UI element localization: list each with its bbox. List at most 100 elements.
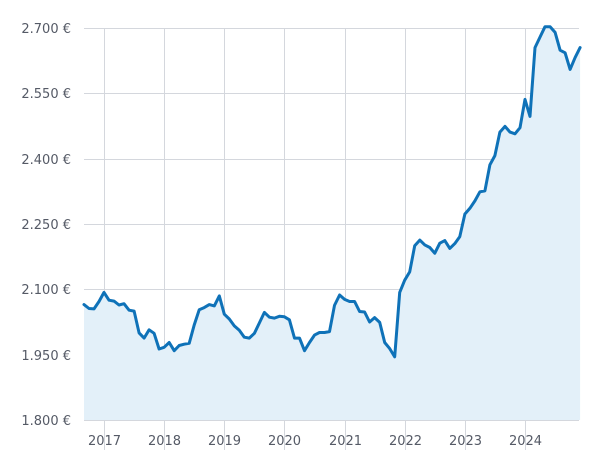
data-point bbox=[213, 304, 216, 307]
data-point bbox=[478, 190, 481, 193]
data-point bbox=[398, 291, 401, 294]
data-point bbox=[93, 307, 96, 310]
data-point bbox=[203, 306, 206, 309]
data-point bbox=[278, 315, 281, 318]
data-point bbox=[228, 318, 231, 321]
data-point bbox=[534, 46, 537, 49]
data-point bbox=[559, 49, 562, 52]
data-point bbox=[554, 31, 557, 34]
data-point bbox=[393, 355, 396, 358]
data-point bbox=[473, 199, 476, 202]
data-point bbox=[463, 213, 466, 216]
data-point bbox=[208, 303, 211, 306]
data-point bbox=[443, 239, 446, 242]
data-point bbox=[308, 341, 311, 344]
data-point bbox=[378, 321, 381, 324]
data-point bbox=[258, 321, 261, 324]
data-point bbox=[183, 343, 186, 346]
data-point bbox=[298, 337, 301, 340]
data-point bbox=[333, 304, 336, 307]
x-tick-label: 2020 bbox=[268, 434, 301, 449]
data-point bbox=[423, 243, 426, 246]
y-tick-label: 2.100 € bbox=[21, 283, 71, 298]
data-point bbox=[574, 56, 577, 59]
data-point bbox=[493, 154, 496, 157]
y-tick-label: 1.950 € bbox=[21, 349, 71, 364]
data-point bbox=[118, 304, 121, 307]
data-point bbox=[353, 300, 356, 303]
x-tick-label: 2023 bbox=[449, 434, 482, 449]
y-tick-label: 2.250 € bbox=[21, 218, 71, 233]
x-axis-labels: 2017 2018 2019 2020 2021 2022 2023 2024 bbox=[88, 434, 542, 449]
y-tick-label: 1.800 € bbox=[21, 414, 71, 429]
data-point bbox=[108, 299, 111, 302]
data-point bbox=[323, 331, 326, 334]
data-point bbox=[233, 324, 236, 327]
data-point bbox=[188, 342, 191, 345]
data-point bbox=[138, 331, 141, 334]
data-point bbox=[128, 309, 131, 312]
data-point bbox=[524, 98, 527, 101]
data-point bbox=[123, 302, 126, 305]
data-point bbox=[153, 332, 156, 335]
data-point bbox=[418, 239, 421, 242]
y-tick-label: 2.700 € bbox=[21, 22, 71, 37]
data-point bbox=[253, 332, 256, 335]
x-tick-label: 2018 bbox=[148, 434, 181, 449]
data-point bbox=[248, 337, 251, 340]
data-point bbox=[564, 51, 567, 54]
data-point bbox=[218, 294, 221, 297]
data-point bbox=[133, 310, 136, 313]
data-point bbox=[98, 300, 101, 303]
data-point bbox=[539, 36, 542, 39]
data-point bbox=[263, 311, 266, 314]
x-tick-label: 2024 bbox=[509, 434, 542, 449]
data-point bbox=[413, 244, 416, 247]
data-point bbox=[373, 316, 376, 319]
data-point bbox=[544, 25, 547, 28]
data-point bbox=[193, 324, 196, 327]
data-point bbox=[338, 294, 341, 297]
data-point bbox=[358, 310, 361, 313]
data-point bbox=[348, 300, 351, 303]
data-point bbox=[428, 246, 431, 249]
data-point bbox=[408, 270, 411, 273]
data-point bbox=[303, 349, 306, 352]
data-point bbox=[168, 341, 171, 344]
data-point bbox=[514, 132, 517, 135]
data-point bbox=[198, 308, 201, 311]
data-point bbox=[453, 242, 456, 245]
data-point bbox=[509, 131, 512, 134]
data-point bbox=[288, 318, 291, 321]
data-point bbox=[243, 336, 246, 339]
data-point bbox=[148, 328, 151, 331]
data-point bbox=[468, 207, 471, 210]
data-point bbox=[498, 131, 501, 134]
data-point bbox=[268, 316, 271, 319]
data-point bbox=[448, 247, 451, 250]
data-point bbox=[433, 252, 436, 255]
data-point bbox=[283, 315, 286, 318]
data-point bbox=[579, 46, 582, 49]
x-tick-label: 2021 bbox=[329, 434, 362, 449]
data-point bbox=[113, 300, 116, 303]
data-point bbox=[163, 346, 166, 349]
data-point bbox=[343, 298, 346, 301]
data-point bbox=[458, 235, 461, 238]
data-point bbox=[403, 279, 406, 282]
area-fill bbox=[84, 26, 581, 420]
data-point bbox=[488, 163, 491, 166]
y-tick-label: 2.400 € bbox=[21, 153, 71, 168]
data-point bbox=[519, 126, 522, 129]
data-point bbox=[318, 331, 321, 334]
data-point bbox=[504, 125, 507, 128]
data-point bbox=[88, 307, 91, 310]
data-point bbox=[368, 321, 371, 324]
data-point bbox=[223, 313, 226, 316]
y-axis-labels: 1.800 € 1.950 € 2.100 € 2.250 € 2.400 € 2.550… bbox=[21, 22, 71, 429]
data-point bbox=[483, 189, 486, 192]
y-tick-label: 2.550 € bbox=[21, 87, 71, 102]
data-point bbox=[388, 347, 391, 350]
